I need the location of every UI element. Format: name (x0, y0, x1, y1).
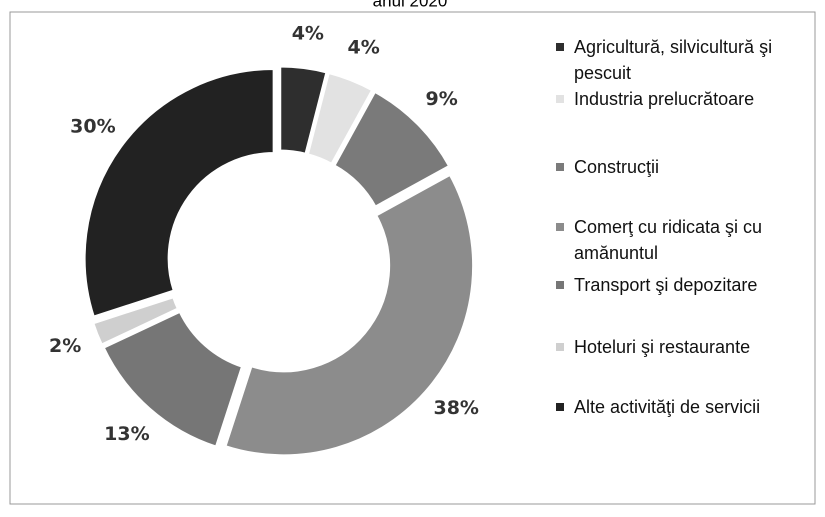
data-label: 30% (70, 115, 115, 137)
donut-slice (331, 89, 452, 210)
donut-slice (223, 172, 476, 458)
legend-item: Agricultură, silvicultură şi pescuit (556, 34, 825, 86)
legend-label: Alte activităţi de servicii (574, 397, 761, 417)
donut-slice (305, 70, 375, 167)
chart-title: anul 2020 (373, 0, 448, 10)
data-label: 2% (49, 335, 81, 357)
data-label: 4% (348, 37, 380, 59)
data-label: 13% (104, 423, 149, 445)
legend-item: Hoteluri şi restaurante (556, 334, 825, 360)
legend-item: Industria prelucrătoare (556, 86, 825, 112)
donut-slice (101, 309, 245, 450)
legend-item: Comerţ cu ridicata şi cu amănuntul (556, 214, 825, 266)
legend-swatch (556, 403, 564, 411)
legend-swatch (556, 43, 564, 51)
legend-label: Hoteluri şi restaurante (574, 337, 751, 357)
donut-slice (82, 66, 276, 320)
donut-slice (90, 294, 181, 348)
legend-item: Alte activităţi de servicii (556, 394, 825, 420)
legend-label: Comerţ cu ridicata şi cu amănuntul (574, 217, 763, 263)
legend-swatch (556, 281, 564, 289)
legend-swatch (556, 343, 564, 351)
legend-label: Industria prelucrătoare (574, 89, 755, 109)
legend-swatch (556, 163, 564, 171)
frame (9, 11, 816, 505)
legend-label: Construcţii (574, 157, 660, 177)
legend-item: Construcţii (556, 154, 825, 180)
legend-label: Transport şi depozitare (574, 275, 758, 295)
donut-slice (278, 64, 329, 157)
data-label: 38% (433, 397, 478, 419)
legend-swatch (556, 223, 564, 231)
legend-item: Transport şi depozitare (556, 272, 825, 298)
legend-label: Agricultură, silvicultură şi pescuit (574, 37, 773, 83)
data-label: 9% (426, 88, 458, 110)
data-label: 4% (292, 22, 324, 44)
legend-swatch (556, 95, 564, 103)
